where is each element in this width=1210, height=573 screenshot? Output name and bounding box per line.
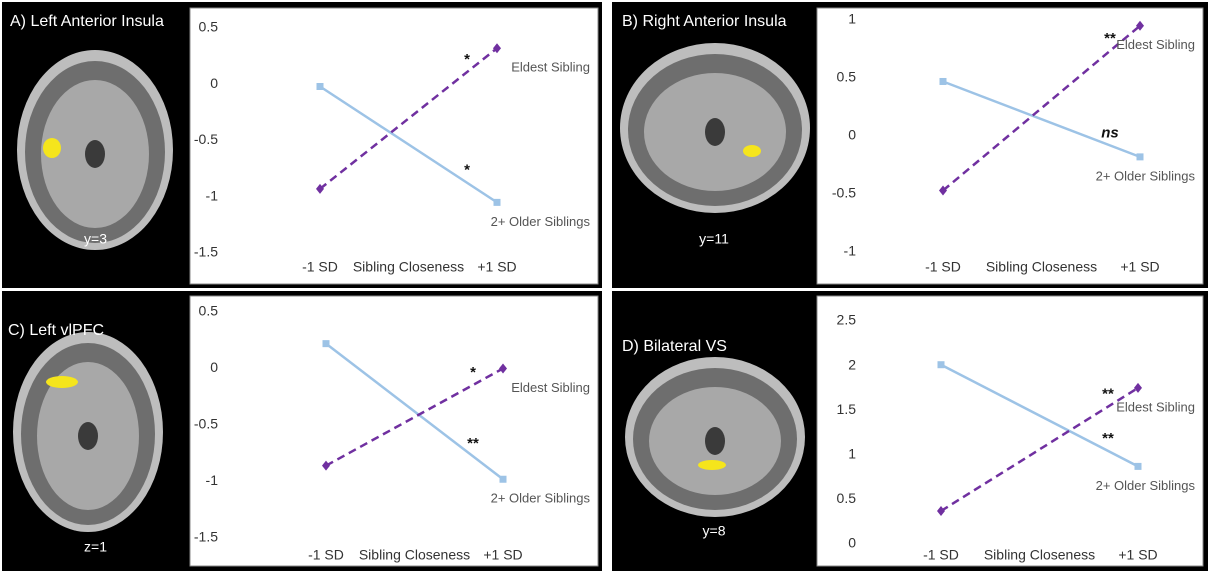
x-axis-title: Sibling Closeness [986, 259, 1097, 275]
activation-blob [46, 376, 78, 388]
marker [316, 183, 324, 194]
significance-label: ** [1102, 430, 1114, 447]
y-tick-label: 0 [848, 535, 856, 551]
x-tick-label: -1 SD [923, 547, 959, 563]
y-tick-label: 1 [848, 11, 856, 27]
activation-blob [743, 145, 761, 157]
x-tick-label: -1 SD [302, 259, 338, 275]
marker [1136, 153, 1144, 161]
y-tick-label: -1 [206, 472, 219, 488]
marker [1136, 20, 1144, 31]
significance-label: * [464, 51, 470, 68]
y-tick-label: 1 [848, 446, 856, 462]
series-label: 2+ Older Siblings [491, 491, 591, 506]
x-tick-label: -1 SD [925, 259, 961, 275]
x-tick-label: -1 SD [308, 547, 344, 563]
chart-area [189, 295, 599, 567]
marker [493, 43, 501, 54]
x-axis-title: Sibling Closeness [359, 547, 470, 563]
slice-label: z=1 [84, 539, 107, 555]
marker [499, 363, 507, 374]
x-axis-title: Sibling Closeness [353, 259, 464, 275]
significance-label: ** [467, 435, 479, 452]
series-label: 2+ Older Siblings [491, 214, 591, 229]
marker [939, 77, 947, 85]
series-line [942, 80, 1141, 159]
panel-title: C) Left vlPFC [8, 322, 104, 339]
y-tick-label: 0 [848, 127, 856, 143]
marker [493, 198, 501, 206]
y-tick-label: 2 [848, 356, 856, 372]
y-tick-label: 0 [210, 359, 218, 375]
series-label: Eldest Sibling [1116, 399, 1195, 414]
series-line [319, 47, 498, 190]
y-tick-label: -0.5 [194, 416, 218, 432]
chart-area [189, 7, 599, 285]
series-label: Eldest Sibling [1116, 37, 1195, 52]
x-tick-label: +1 SD [483, 547, 522, 563]
slice-label: y=8 [703, 523, 726, 539]
brain-ventricle [78, 422, 98, 450]
brain-ventricle [85, 140, 105, 168]
marker [939, 185, 947, 196]
significance-label: ** [1104, 30, 1116, 47]
panel-title: A) Left Anterior Insula [10, 13, 164, 30]
y-tick-label: -0.5 [832, 185, 856, 201]
marker [937, 361, 945, 369]
panel-title: B) Right Anterior Insula [622, 13, 787, 30]
y-tick-label: -0.5 [194, 131, 218, 147]
brain-ventricle [705, 118, 725, 146]
marker [499, 475, 507, 483]
y-tick-label: 0.5 [199, 303, 219, 319]
y-tick-label: 0.5 [837, 490, 857, 506]
activation-blob [698, 460, 726, 470]
series-line [319, 85, 498, 204]
series-line [325, 367, 504, 467]
y-tick-label: 2.5 [837, 312, 857, 328]
marker [1134, 462, 1142, 470]
y-tick-label: -1.5 [194, 529, 218, 545]
y-tick-label: 1.5 [837, 401, 857, 417]
significance-label: ** [1102, 386, 1114, 403]
marker [322, 340, 330, 348]
marker [937, 505, 945, 516]
brain-ventricle [705, 427, 725, 455]
significance-label: * [470, 364, 476, 381]
x-tick-label: +1 SD [477, 259, 516, 275]
y-tick-label: 0.5 [837, 69, 857, 85]
y-tick-label: -1.5 [194, 244, 218, 260]
activation-blob [43, 138, 61, 158]
x-axis-title: Sibling Closeness [984, 547, 1095, 563]
series-label: Eldest Sibling [511, 380, 590, 395]
marker [316, 83, 324, 90]
y-tick-label: -1 [844, 243, 857, 259]
series-label: 2+ Older Siblings [1096, 478, 1196, 493]
series-label: Eldest Sibling [511, 60, 590, 75]
y-tick-label: 0 [210, 75, 218, 91]
slice-label: y=11 [699, 231, 729, 247]
y-tick-label: -1 [206, 187, 219, 203]
x-tick-label: +1 SD [1120, 259, 1159, 275]
series-line [940, 363, 1139, 468]
significance-label: * [464, 162, 470, 179]
marker [1134, 382, 1142, 393]
y-tick-label: 0.5 [199, 19, 219, 35]
chart-area [816, 295, 1204, 567]
x-tick-label: +1 SD [1118, 547, 1157, 563]
marker [322, 460, 330, 471]
significance-label: ns [1101, 124, 1119, 141]
chart-area [816, 7, 1204, 285]
series-line [942, 24, 1141, 192]
panel-title: D) Bilateral VS [622, 338, 727, 355]
slice-label: y=3 [84, 231, 107, 247]
series-label: 2+ Older Siblings [1096, 168, 1196, 183]
series-line [325, 342, 504, 481]
